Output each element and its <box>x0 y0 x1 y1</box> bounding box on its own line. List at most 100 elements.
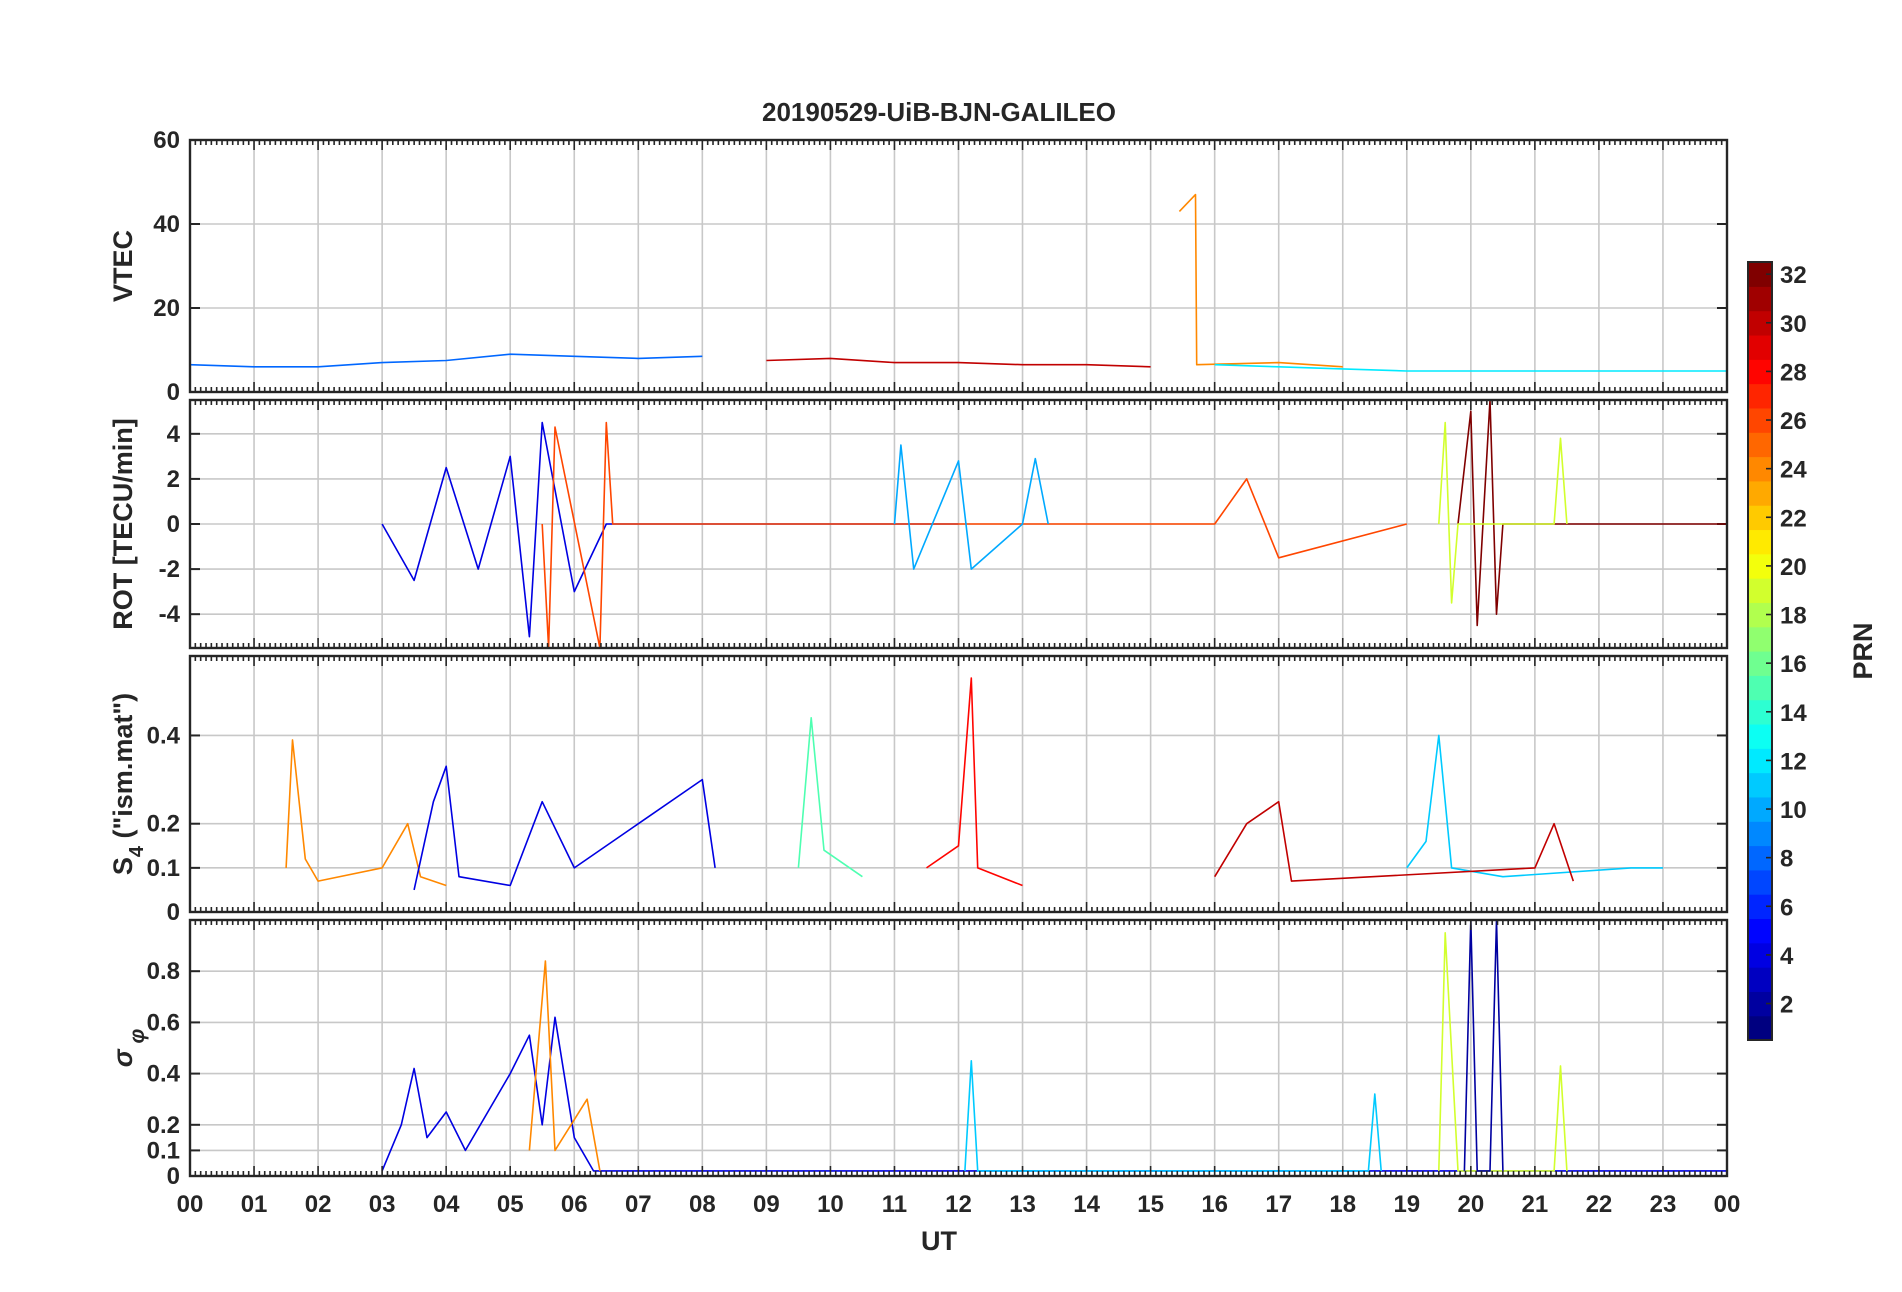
y-tick-label: 0 <box>167 899 180 926</box>
x-tick-label: 17 <box>1265 1191 1292 1218</box>
y-tick-label: 20 <box>153 295 180 322</box>
colorbar-segment <box>1748 432 1772 458</box>
y-tick-label: 0 <box>167 379 180 406</box>
y-tick-label: 0 <box>167 511 180 538</box>
y-tick-label: 0.4 <box>147 722 181 749</box>
colorbar-tick-label: 30 <box>1780 311 1807 338</box>
colorbar-tick-label: 14 <box>1780 700 1807 727</box>
x-tick-label: 09 <box>753 1191 780 1218</box>
y-tick-label: 0.2 <box>147 811 180 838</box>
x-tick-label: 10 <box>817 1191 844 1218</box>
colorbar-tick-label: 24 <box>1780 457 1807 484</box>
colorbar-segment <box>1748 1015 1772 1041</box>
y-axis-label: VTEC <box>108 230 138 302</box>
colorbar-segment <box>1748 675 1772 701</box>
x-tick-label: 23 <box>1650 1191 1677 1218</box>
series-prn-4 <box>381 421 959 638</box>
colorbar-segment <box>1748 918 1772 944</box>
colorbar-segment <box>1748 383 1772 409</box>
series-prn-10 <box>893 444 1049 570</box>
x-tick-label: 14 <box>1073 1191 1100 1218</box>
panel-frame <box>188 398 1729 650</box>
series-prn-30 <box>1214 800 1575 882</box>
x-tick-label: 16 <box>1201 1191 1228 1218</box>
y-tick-label: -4 <box>159 601 181 628</box>
panel-sigma_phi: 00.10.2 0.4 0.6 0.8 σ φ <box>108 918 1729 1190</box>
series-prn-28 <box>926 677 1023 887</box>
colorbar-tick-label: 2 <box>1780 992 1793 1019</box>
x-tick-label: 00 <box>177 1191 204 1218</box>
y-tick-label: 0.1 <box>147 855 180 882</box>
colorbar-tick-label: 18 <box>1780 603 1807 630</box>
y-tick-label: 0.1 <box>147 1137 180 1164</box>
series-prn-11 <box>964 1060 1382 1172</box>
colorbar-segment <box>1748 869 1772 895</box>
y-tick-label: 40 <box>153 211 180 238</box>
colorbar-tick-label: 8 <box>1780 846 1793 873</box>
colorbar-segment <box>1748 723 1772 749</box>
x-tick-label: 22 <box>1586 1191 1613 1218</box>
series-prn-4 <box>413 765 716 891</box>
y-tick-label: 0 <box>167 1163 180 1190</box>
colorbar-tick-label: 20 <box>1780 554 1807 581</box>
series-prn-2 <box>1463 919 1504 1172</box>
series-prn-19 <box>1438 421 1568 604</box>
x-axis: 00 01 02 03 04 05 06 07 08 09 10 11 12 13 14 15 16 17 18 19… <box>177 1191 1741 1218</box>
series-prn-4 <box>381 1016 1727 1172</box>
series-prn-26 <box>541 421 1408 649</box>
series-prn-8 <box>189 353 703 368</box>
x-tick-label: 13 <box>1009 1191 1036 1218</box>
colorbar-tick-label: 16 <box>1780 651 1807 678</box>
colorbar-tick-label: 26 <box>1780 408 1807 435</box>
series-prn-24 <box>285 739 447 887</box>
colorbar-segment <box>1748 772 1772 798</box>
colorbar-tick-label: 4 <box>1780 943 1794 970</box>
x-tick-label: 15 <box>1137 1191 1164 1218</box>
y-tick-label: 0.4 <box>147 1061 181 1088</box>
colorbar-segment <box>1748 967 1772 992</box>
chart-title: 20190529-UiB-BJN-GALILEO <box>762 97 1116 127</box>
y-tick-label: 0.8 <box>147 958 180 985</box>
x-tick-label: 21 <box>1522 1191 1549 1218</box>
panel-frame <box>188 918 1729 1178</box>
panel-rot: -4 -2 0 2 4 ROT [TECU/min] <box>108 398 1729 650</box>
x-tick-label: 18 <box>1329 1191 1356 1218</box>
x-tick-label: 03 <box>369 1191 396 1218</box>
colorbar-label: PRN <box>1848 622 1878 679</box>
panel-s4: 0 0.1 0.2 0.4S4 ("ism.mat") <box>108 654 1729 926</box>
x-tick-label: 01 <box>241 1191 268 1218</box>
y-tick-label: 0.6 <box>147 1009 180 1036</box>
y-tick-label: 60 <box>153 127 180 154</box>
y-tick-label: -2 <box>159 556 180 583</box>
x-tick-label: 07 <box>625 1191 652 1218</box>
x-tick-label: 04 <box>433 1191 460 1218</box>
series-prn-24 <box>528 960 601 1172</box>
colorbar-segment <box>1748 578 1772 603</box>
colorbar-segment <box>1748 286 1772 312</box>
y-tick-label: 0.2 <box>147 1112 180 1139</box>
y-tick-label: 2 <box>167 466 180 493</box>
x-tick-label: 02 <box>305 1191 332 1218</box>
x-tick-label: 05 <box>497 1191 524 1218</box>
panel-frame <box>188 138 1729 394</box>
colorbar-tick-label: 10 <box>1780 797 1807 824</box>
x-tick-label: 00 <box>1714 1191 1741 1218</box>
series-prn-19 <box>1438 932 1568 1172</box>
series-prn-30 <box>766 357 1151 368</box>
colorbar-segment <box>1748 626 1772 652</box>
colorbar-tick-label: 32 <box>1780 262 1807 289</box>
colorbar-frame <box>1747 261 1773 1041</box>
colorbar-segment <box>1748 821 1772 847</box>
panel-frame <box>188 654 1729 914</box>
y-tick-label: 4 <box>167 421 181 448</box>
y-axis-label: σ φ <box>108 1029 149 1068</box>
colorbar-segment <box>1748 529 1772 555</box>
x-tick-label: 20 <box>1457 1191 1484 1218</box>
series-prn-12 <box>1214 363 1727 372</box>
colorbar-segment <box>1748 334 1772 360</box>
panel-vtec: 0 20 40 60 VTEC <box>108 127 1729 406</box>
x-tick-label: 19 <box>1393 1191 1420 1218</box>
